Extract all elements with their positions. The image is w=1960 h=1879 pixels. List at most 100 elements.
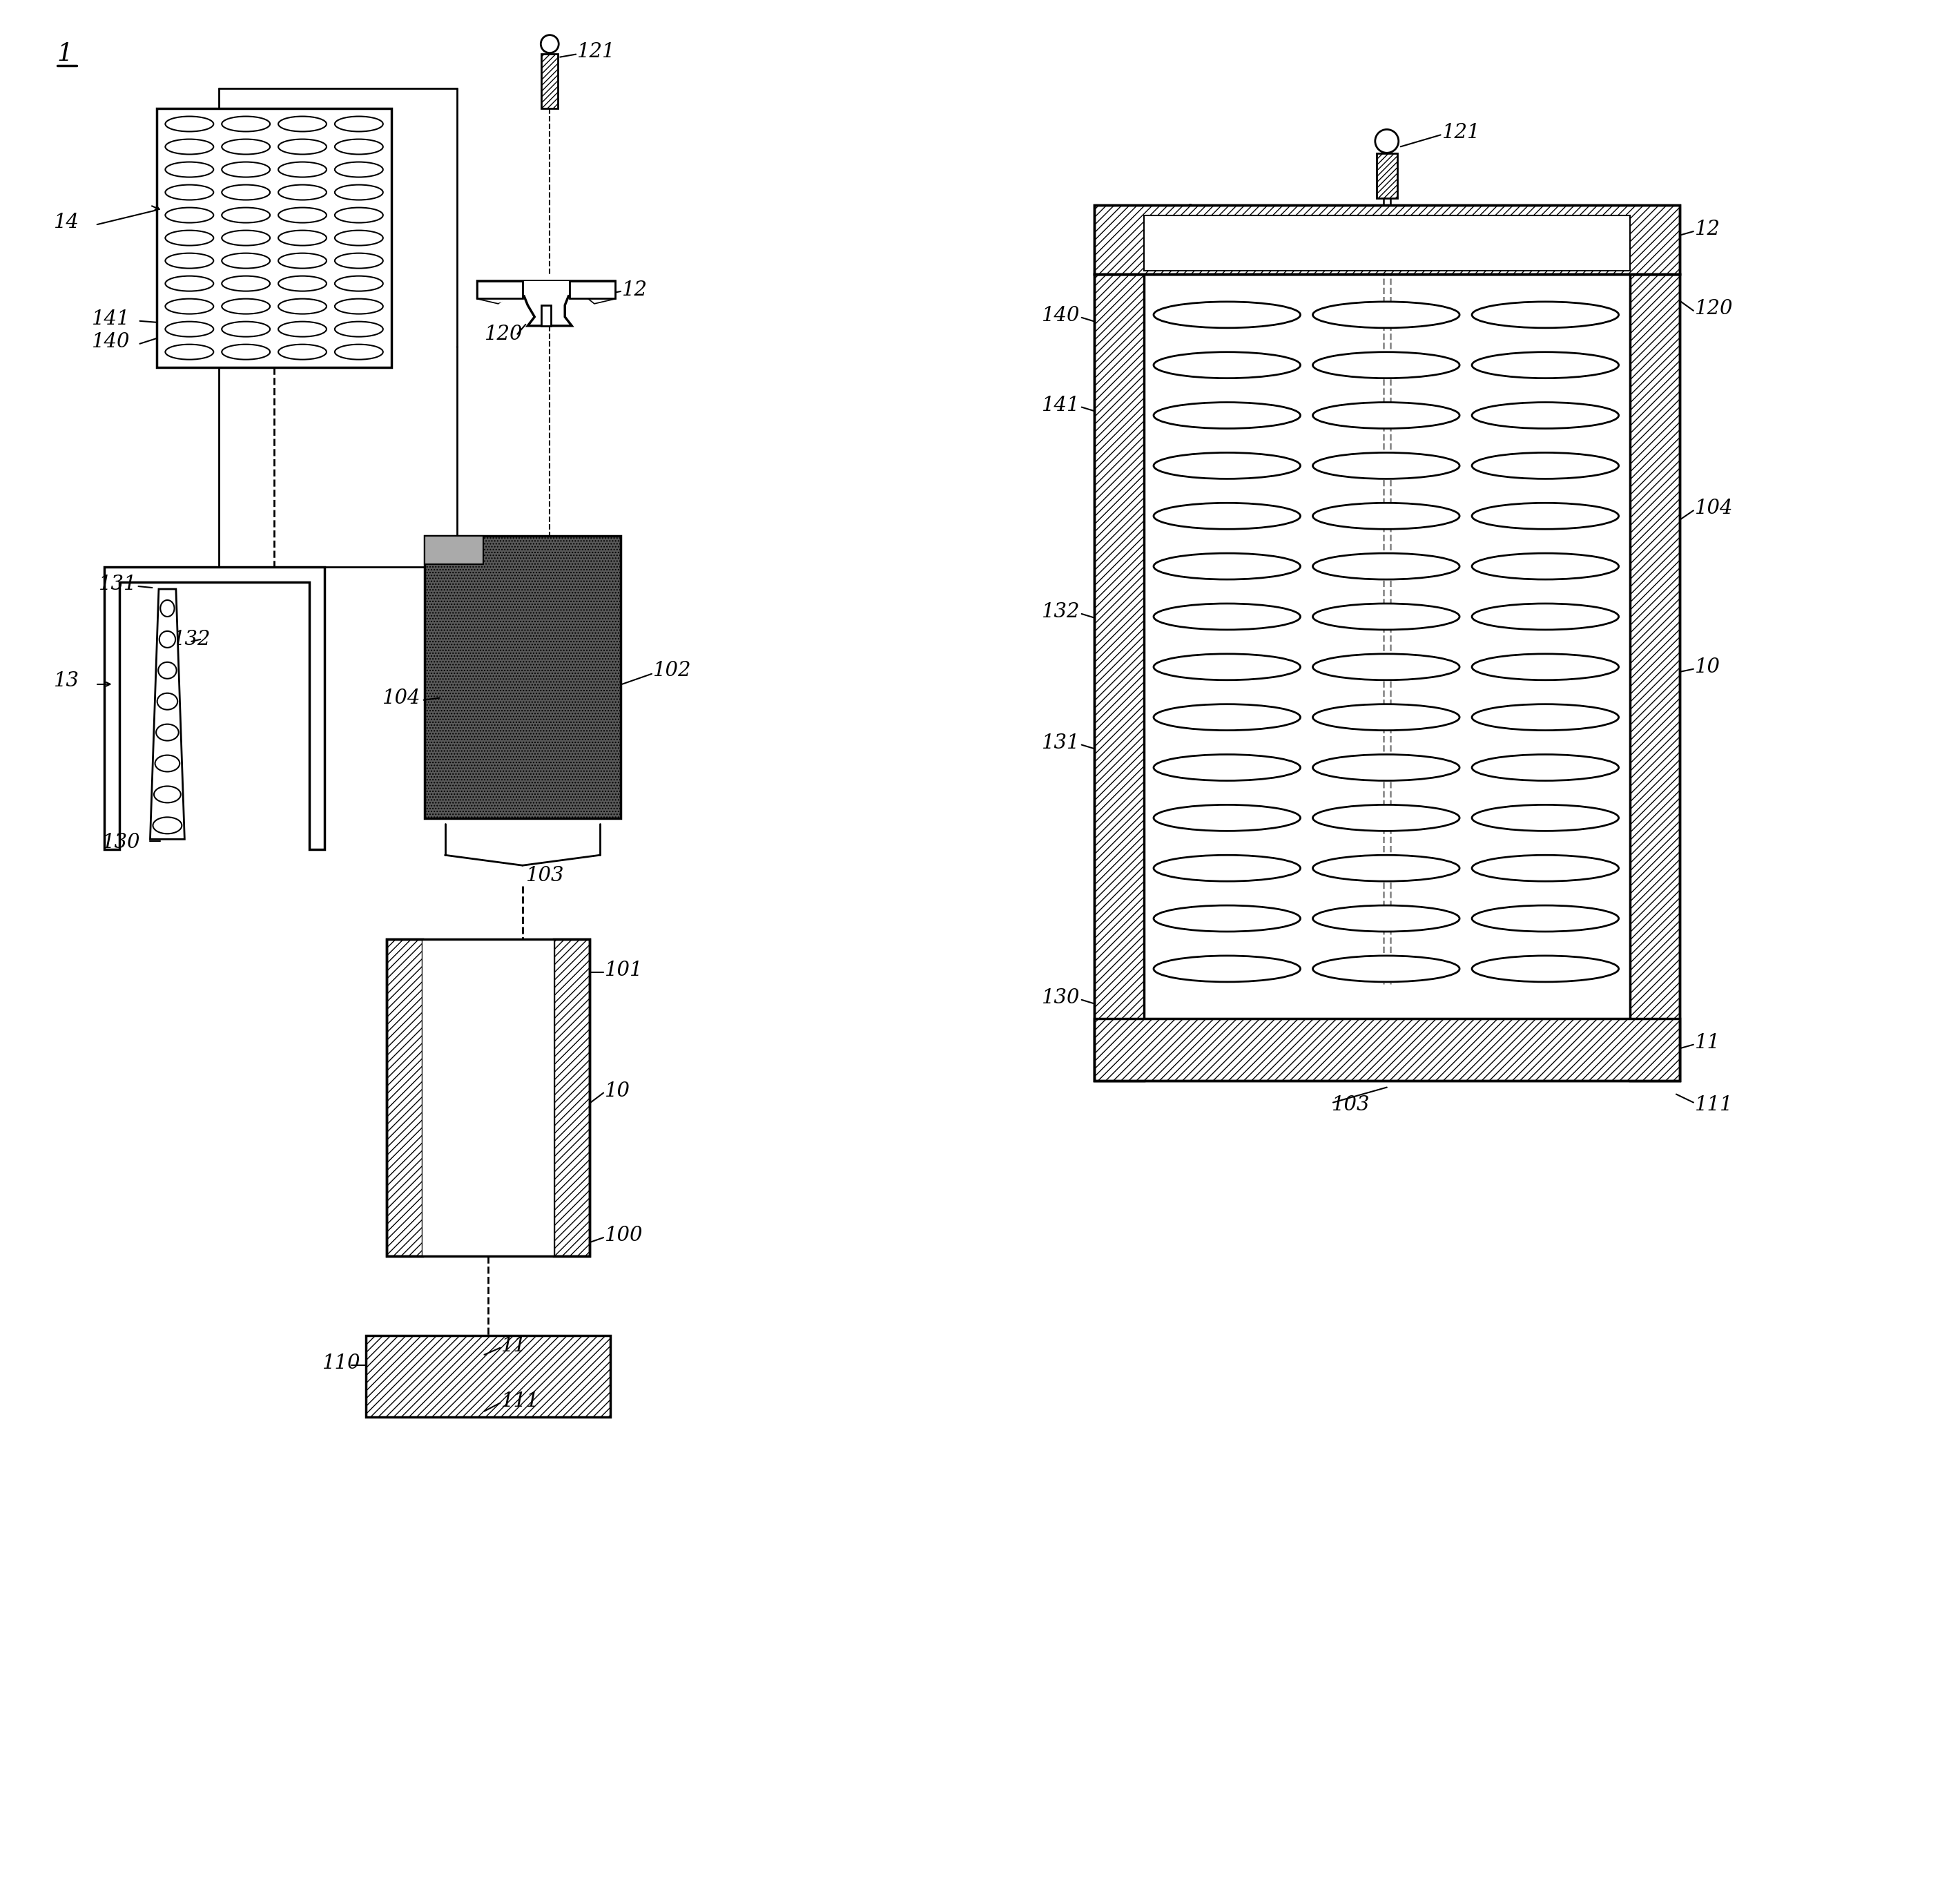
Text: 120: 120 xyxy=(1695,299,1733,318)
Ellipse shape xyxy=(1313,603,1460,629)
Ellipse shape xyxy=(1154,705,1299,731)
Ellipse shape xyxy=(165,139,214,154)
Ellipse shape xyxy=(221,207,270,224)
Ellipse shape xyxy=(335,162,382,177)
Ellipse shape xyxy=(278,184,327,199)
Ellipse shape xyxy=(1472,402,1619,428)
Text: 10: 10 xyxy=(1695,658,1721,676)
Text: 130: 130 xyxy=(1043,988,1080,1007)
Text: 131: 131 xyxy=(1043,733,1080,752)
Ellipse shape xyxy=(1154,804,1299,831)
Text: 140: 140 xyxy=(92,333,129,351)
Ellipse shape xyxy=(1472,303,1619,327)
Ellipse shape xyxy=(221,231,270,246)
Polygon shape xyxy=(570,282,615,299)
Ellipse shape xyxy=(1472,705,1619,731)
Text: 104: 104 xyxy=(382,688,421,708)
Ellipse shape xyxy=(1313,956,1460,983)
Polygon shape xyxy=(151,590,184,840)
Ellipse shape xyxy=(335,139,382,154)
Ellipse shape xyxy=(221,184,270,199)
Ellipse shape xyxy=(165,231,214,246)
Ellipse shape xyxy=(1472,351,1619,378)
Text: 131: 131 xyxy=(98,575,137,594)
Ellipse shape xyxy=(278,139,327,154)
Ellipse shape xyxy=(335,207,382,224)
Text: 121: 121 xyxy=(578,41,615,62)
Ellipse shape xyxy=(221,299,270,314)
Ellipse shape xyxy=(1472,906,1619,932)
Ellipse shape xyxy=(1154,402,1299,428)
Polygon shape xyxy=(157,109,392,366)
Ellipse shape xyxy=(335,231,382,246)
Polygon shape xyxy=(541,54,559,109)
Text: 103: 103 xyxy=(525,866,564,885)
Ellipse shape xyxy=(1313,654,1460,680)
Ellipse shape xyxy=(1376,130,1399,152)
Ellipse shape xyxy=(278,321,327,336)
Ellipse shape xyxy=(221,344,270,359)
Ellipse shape xyxy=(278,231,327,246)
Polygon shape xyxy=(555,940,590,1257)
Text: 141: 141 xyxy=(1043,395,1080,415)
Ellipse shape xyxy=(221,139,270,154)
Ellipse shape xyxy=(1313,303,1460,327)
Ellipse shape xyxy=(159,661,176,678)
Ellipse shape xyxy=(221,162,270,177)
Ellipse shape xyxy=(1154,351,1299,378)
Polygon shape xyxy=(367,1336,610,1417)
Ellipse shape xyxy=(1472,654,1619,680)
Ellipse shape xyxy=(1154,453,1299,479)
Text: 1: 1 xyxy=(57,41,73,66)
Ellipse shape xyxy=(1472,453,1619,479)
Ellipse shape xyxy=(278,162,327,177)
Ellipse shape xyxy=(1154,956,1299,983)
Text: 103: 103 xyxy=(1331,1095,1370,1114)
Polygon shape xyxy=(1376,154,1397,199)
Ellipse shape xyxy=(278,207,327,224)
Text: 12: 12 xyxy=(1695,220,1721,239)
Text: 132: 132 xyxy=(172,629,212,648)
Ellipse shape xyxy=(278,116,327,132)
Ellipse shape xyxy=(157,723,178,740)
Text: 11: 11 xyxy=(502,1336,527,1355)
Ellipse shape xyxy=(165,254,214,269)
Ellipse shape xyxy=(165,162,214,177)
Ellipse shape xyxy=(1313,402,1460,428)
Ellipse shape xyxy=(1472,855,1619,881)
Polygon shape xyxy=(1143,274,1631,1018)
Text: 13: 13 xyxy=(53,671,78,690)
Ellipse shape xyxy=(221,321,270,336)
Ellipse shape xyxy=(1313,453,1460,479)
Ellipse shape xyxy=(1313,906,1460,932)
Ellipse shape xyxy=(278,254,327,269)
Ellipse shape xyxy=(1313,755,1460,780)
Text: 12: 12 xyxy=(621,280,647,299)
Polygon shape xyxy=(1094,274,1143,1080)
Ellipse shape xyxy=(1154,906,1299,932)
Text: 110: 110 xyxy=(321,1353,361,1374)
Text: 130: 130 xyxy=(102,832,141,853)
Text: 121: 121 xyxy=(1443,124,1480,143)
Polygon shape xyxy=(425,536,621,819)
Ellipse shape xyxy=(165,207,214,224)
Ellipse shape xyxy=(1472,504,1619,530)
Ellipse shape xyxy=(155,755,180,772)
Ellipse shape xyxy=(541,36,559,53)
Ellipse shape xyxy=(1313,804,1460,831)
Ellipse shape xyxy=(165,184,214,199)
Ellipse shape xyxy=(221,276,270,291)
Ellipse shape xyxy=(1472,755,1619,780)
Ellipse shape xyxy=(1313,855,1460,881)
Text: 132: 132 xyxy=(1043,601,1080,622)
Polygon shape xyxy=(1631,274,1680,1080)
Ellipse shape xyxy=(221,116,270,132)
Ellipse shape xyxy=(157,693,178,710)
Ellipse shape xyxy=(278,299,327,314)
Ellipse shape xyxy=(335,276,382,291)
Ellipse shape xyxy=(165,321,214,336)
Ellipse shape xyxy=(1154,603,1299,629)
Polygon shape xyxy=(104,567,325,849)
Polygon shape xyxy=(421,940,555,1257)
Ellipse shape xyxy=(1154,552,1299,579)
